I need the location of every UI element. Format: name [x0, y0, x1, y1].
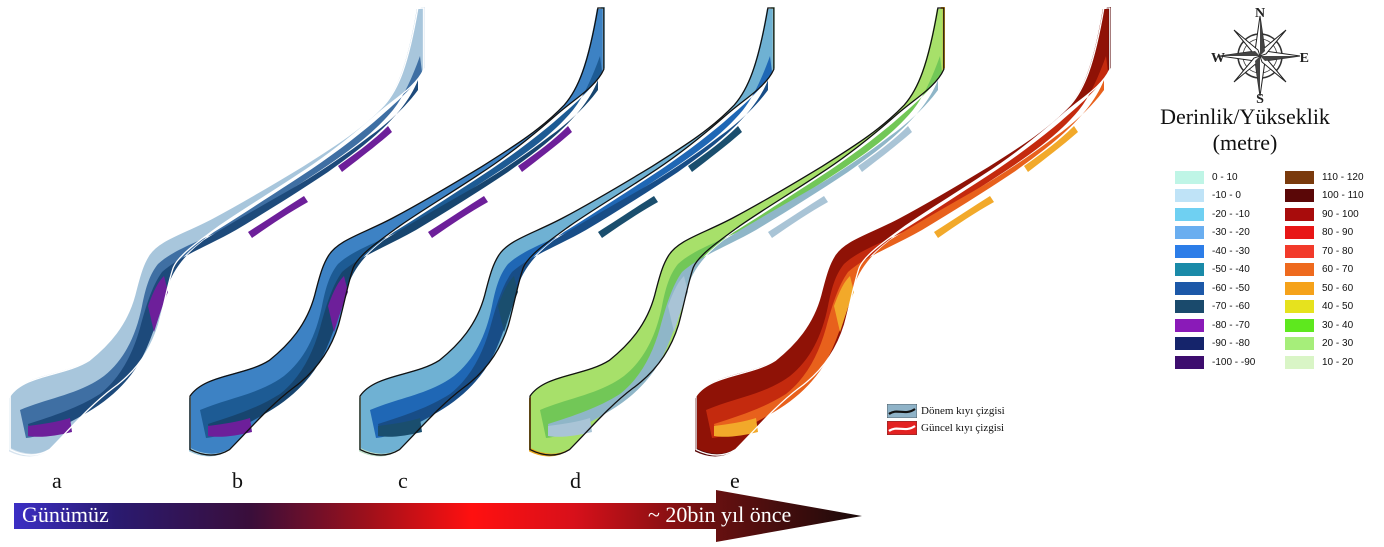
legend-elevation-item: 10 - 20 — [1285, 353, 1364, 372]
legend-label: -30 - -20 — [1212, 227, 1250, 239]
legend-title-line1: Derinlik/Yükseklik — [1160, 104, 1330, 129]
legend-swatch — [1285, 189, 1314, 203]
legend-elevation-item: 90 - 100 — [1285, 205, 1364, 224]
legend-swatch — [1285, 318, 1314, 332]
legend-swatch — [1285, 170, 1314, 184]
legend-label: -10 - 0 — [1212, 190, 1241, 202]
legend-label: -70 - -60 — [1212, 301, 1250, 313]
legend-swatch — [1285, 300, 1314, 314]
legend-label: 10 - 20 — [1322, 356, 1354, 368]
legend-swatch — [1175, 207, 1204, 221]
legend-label: -90 - -80 — [1212, 338, 1250, 350]
legend-label: 70 - 80 — [1322, 245, 1354, 257]
legend-elevation-item: 110 - 120 — [1285, 168, 1364, 187]
legend-label: 80 - 90 — [1322, 227, 1354, 239]
legend-depth-item: -70 - -60 — [1175, 298, 1255, 317]
legend-swatch — [1175, 355, 1204, 369]
legend-swatch — [1175, 170, 1204, 184]
current-shoreline-legend-item: Güncel kıyı çizgisi — [887, 419, 1005, 436]
legend-label: 20 - 30 — [1322, 338, 1354, 350]
legend-swatch — [1175, 189, 1204, 203]
timeline-end-label: ~ 20bin yıl önce — [648, 502, 792, 527]
legend-elevation-item: 30 - 40 — [1285, 316, 1364, 335]
legend-swatch — [1285, 226, 1314, 240]
legend-label: 40 - 50 — [1322, 301, 1354, 313]
legend-depth-item: -30 - -20 — [1175, 224, 1255, 243]
legend-elevation-item: 20 - 30 — [1285, 335, 1364, 354]
compass-e: E — [1300, 51, 1309, 66]
legend-depth-item: -50 - -40 — [1175, 261, 1255, 280]
legend-label: -20 - -10 — [1212, 208, 1250, 220]
legend-swatch — [1175, 318, 1204, 332]
legend-swatch — [1175, 281, 1204, 295]
legend-depth-item: -80 - -70 — [1175, 316, 1255, 335]
current-shoreline-label: Güncel kıyı çizgisi — [921, 421, 1005, 434]
compass-rose-icon: N S W E — [1211, 6, 1309, 104]
compass-n: N — [1255, 6, 1265, 21]
legend-label: -40 - -30 — [1212, 245, 1250, 257]
legend-label: -100 - -90 — [1212, 356, 1256, 368]
legend-right-column: 110 - 120 100 - 110 90 - 100 80 - 90 70 - 80… — [1285, 168, 1364, 372]
legend-swatch — [1175, 226, 1204, 240]
panel-letter-b: b — [232, 468, 243, 493]
legend-depth-item: -10 - 0 — [1175, 187, 1255, 206]
timeline-arrow — [14, 490, 862, 542]
map-panels — [7, 5, 1113, 459]
legend-label: 110 - 120 — [1322, 171, 1364, 183]
legend-swatch — [1175, 244, 1204, 258]
period-shoreline-legend-item: Dönem kıyı çizgisi — [887, 402, 1005, 419]
legend-elevation-item: 100 - 110 — [1285, 187, 1364, 206]
period-shoreline-swatch — [887, 403, 917, 418]
legend-swatch — [1285, 244, 1314, 258]
legend-depth-item: -100 - -90 — [1175, 353, 1255, 372]
compass-w: W — [1211, 51, 1225, 66]
legend-depth-item: -20 - -10 — [1175, 205, 1255, 224]
period-shoreline-label: Dönem kıyı çizgisi — [921, 404, 1005, 417]
legend-depth-item: 0 - 10 — [1175, 168, 1255, 187]
legend-label: -50 - -40 — [1212, 264, 1250, 276]
legend-label: 30 - 40 — [1322, 319, 1354, 331]
legend-left-column: 0 - 10 -10 - 0 -20 - -10 -30 - -20 -40 - -30… — [1175, 168, 1255, 372]
shoreline-legend: Dönem kıyı çizgisi Güncel kıyı çizgisi — [887, 402, 1005, 436]
panel-letter-c: c — [398, 468, 408, 493]
panel-letter-d: d — [570, 468, 581, 493]
legend-swatch — [1285, 337, 1314, 351]
legend-swatch — [1285, 207, 1314, 221]
legend-depth-item: -90 - -80 — [1175, 335, 1255, 354]
legend-label: -60 - -50 — [1212, 282, 1250, 294]
legend-title: Derinlik/Yükseklik (metre) — [1160, 104, 1330, 156]
legend-label: 50 - 60 — [1322, 282, 1354, 294]
timeline-start-label: Günümüz — [22, 502, 109, 527]
legend-label: 0 - 10 — [1212, 171, 1238, 183]
panel-letter-a: a — [52, 468, 62, 493]
compass-s: S — [1256, 92, 1264, 104]
legend-elevation-item: 60 - 70 — [1285, 261, 1364, 280]
legend-swatch — [1285, 355, 1314, 369]
legend-swatch — [1175, 263, 1204, 277]
legend-swatch — [1285, 263, 1314, 277]
legend-label: 90 - 100 — [1322, 208, 1359, 220]
panel-letter-e: e — [730, 468, 740, 493]
legend-swatch — [1285, 281, 1314, 295]
legend-elevation-item: 80 - 90 — [1285, 224, 1364, 243]
legend-elevation-item: 50 - 60 — [1285, 279, 1364, 298]
legend-elevation-item: 70 - 80 — [1285, 242, 1364, 261]
current-shoreline-swatch — [887, 420, 917, 435]
legend-swatch — [1175, 300, 1204, 314]
legend-label: 100 - 110 — [1322, 190, 1364, 202]
legend-label: 60 - 70 — [1322, 264, 1354, 276]
legend-depth-item: -40 - -30 — [1175, 242, 1255, 261]
legend-elevation-item: 40 - 50 — [1285, 298, 1364, 317]
legend-depth-item: -60 - -50 — [1175, 279, 1255, 298]
legend-title-line2: (metre) — [1212, 130, 1278, 155]
legend-label: -80 - -70 — [1212, 319, 1250, 331]
legend-swatch — [1175, 337, 1204, 351]
